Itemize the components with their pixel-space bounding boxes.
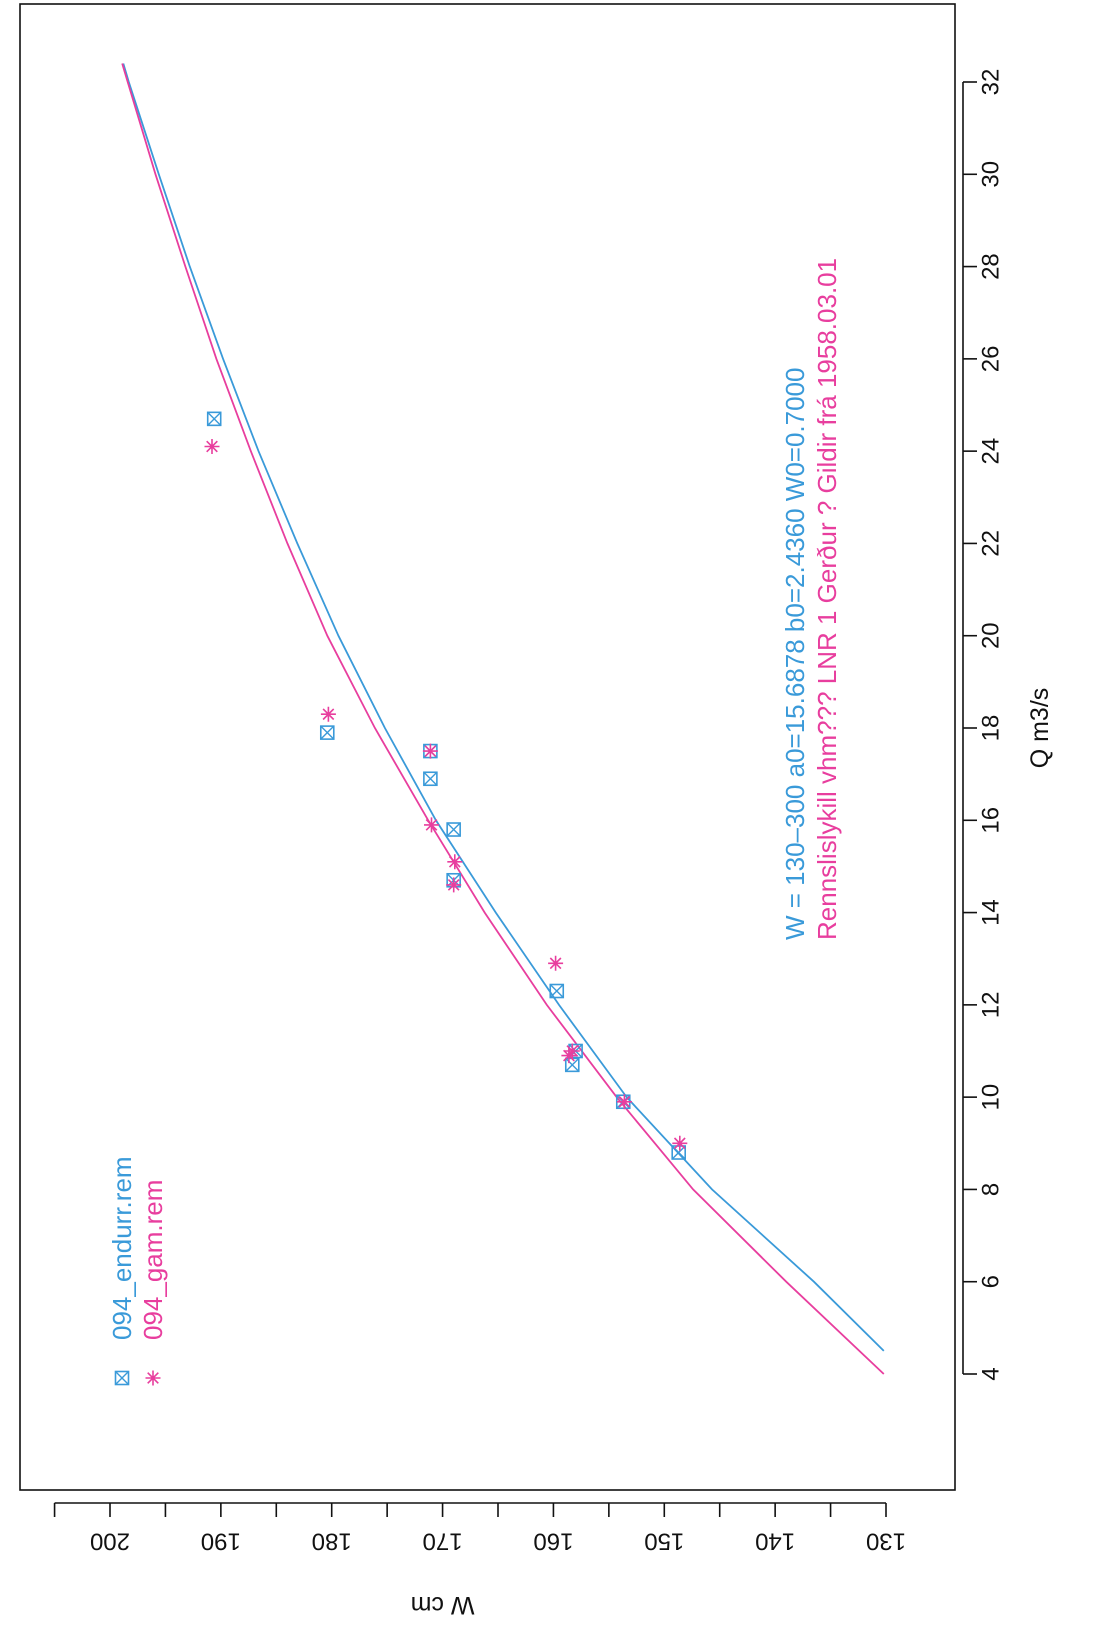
q-tick-label: 24 xyxy=(978,438,1005,465)
plot-frame xyxy=(19,3,956,1491)
w-tick-label: 130 xyxy=(866,1528,906,1555)
w-tick-label: 170 xyxy=(423,1528,463,1555)
point-series-0-10 xyxy=(206,411,222,427)
point-series-0-7 xyxy=(423,771,438,787)
point-series-1-2 xyxy=(561,1048,577,1064)
point-series-1-10 xyxy=(204,439,220,454)
q-tick-label: 20 xyxy=(978,622,1005,649)
point-series-1-1 xyxy=(616,1094,632,1110)
point-series-1-3 xyxy=(564,1043,580,1059)
marker-box xyxy=(319,725,335,740)
q-tick-label: 12 xyxy=(978,992,1005,1019)
q-tick-label: 10 xyxy=(978,1084,1005,1111)
marker-cross xyxy=(115,1371,129,1385)
q-tick-label: 4 xyxy=(978,1367,1005,1380)
q-tick-label: 32 xyxy=(978,69,1005,96)
annotation-note-1: Rennslislykill vhm??? LNR 1 Gerður ? Gil… xyxy=(812,258,842,940)
point-series-0-6 xyxy=(446,822,461,837)
w-tick-label: 150 xyxy=(644,1528,684,1555)
legend-marker-1 xyxy=(145,1370,161,1386)
point-series-1-8 xyxy=(422,743,438,759)
point-series-1-4 xyxy=(548,955,564,971)
q-tick-label: 6 xyxy=(978,1275,1005,1288)
marker-box xyxy=(423,771,438,787)
marker-cross xyxy=(320,725,335,740)
q-tick-label: 16 xyxy=(978,807,1005,834)
legend-label-1: 094_gam.rem xyxy=(138,1180,168,1340)
legend: 094_endurr.rem 094_gam.rem xyxy=(107,1156,168,1386)
marker-box xyxy=(114,1370,130,1386)
q-tick-label: 30 xyxy=(978,161,1005,188)
q-tick-label: 8 xyxy=(978,1183,1005,1196)
point-series-0-0 xyxy=(671,1145,686,1160)
w-tick-label: 140 xyxy=(755,1528,795,1555)
q-axis-title: Q m3/s xyxy=(1026,688,1054,769)
w-tick-label: 160 xyxy=(533,1528,573,1555)
w-axis-title: W cm xyxy=(411,1591,475,1619)
q-tick-label: 26 xyxy=(978,346,1005,373)
curve-series-0 xyxy=(122,63,885,1352)
w-tick-label: 190 xyxy=(201,1528,241,1555)
marker-box xyxy=(206,411,222,427)
point-series-1-9 xyxy=(320,706,336,722)
point-series-1-0 xyxy=(672,1135,688,1151)
legend-marker-0 xyxy=(114,1370,130,1386)
point-series-1-7 xyxy=(424,817,439,833)
point-series-0-2 xyxy=(564,1057,580,1073)
legend-label-0: 094_endurr.rem xyxy=(107,1156,137,1340)
point-series-0-9 xyxy=(319,725,335,740)
marker-cross xyxy=(565,1057,580,1072)
q-tick-label: 18 xyxy=(978,715,1005,742)
axes: 4 6 8 10 12 14 16 18 20 22 24 26 28 30 32 Q m3/s 130 140 1… xyxy=(53,69,1054,1619)
w-tick-label: 180 xyxy=(312,1528,352,1555)
annotation-note-0: W = 130–300 a0=15.6878 b0=2.4360 W0=0.70… xyxy=(780,368,810,940)
annotation-notes: W = 130–300 a0=15.6878 b0=2.4360 W0=0.70… xyxy=(780,258,842,940)
q-tick-label: 14 xyxy=(978,899,1005,926)
w-tick-label: 200 xyxy=(90,1528,130,1555)
marker-cross xyxy=(423,771,438,786)
marker-box xyxy=(549,983,565,999)
q-tick-label: 22 xyxy=(978,530,1005,557)
point-series-0-4 xyxy=(549,983,565,999)
marker-cross xyxy=(446,822,461,837)
marker-box xyxy=(671,1145,686,1160)
fitted-curves xyxy=(121,63,885,1375)
point-series-1-5 xyxy=(446,877,462,893)
marker-box xyxy=(446,822,461,837)
curve-series-1 xyxy=(121,63,885,1375)
q-tick-label: 28 xyxy=(978,253,1005,280)
marker-cross xyxy=(549,984,564,999)
marker-cross xyxy=(207,411,222,426)
point-series-1-6 xyxy=(447,854,463,870)
measurement-points xyxy=(204,411,688,1160)
